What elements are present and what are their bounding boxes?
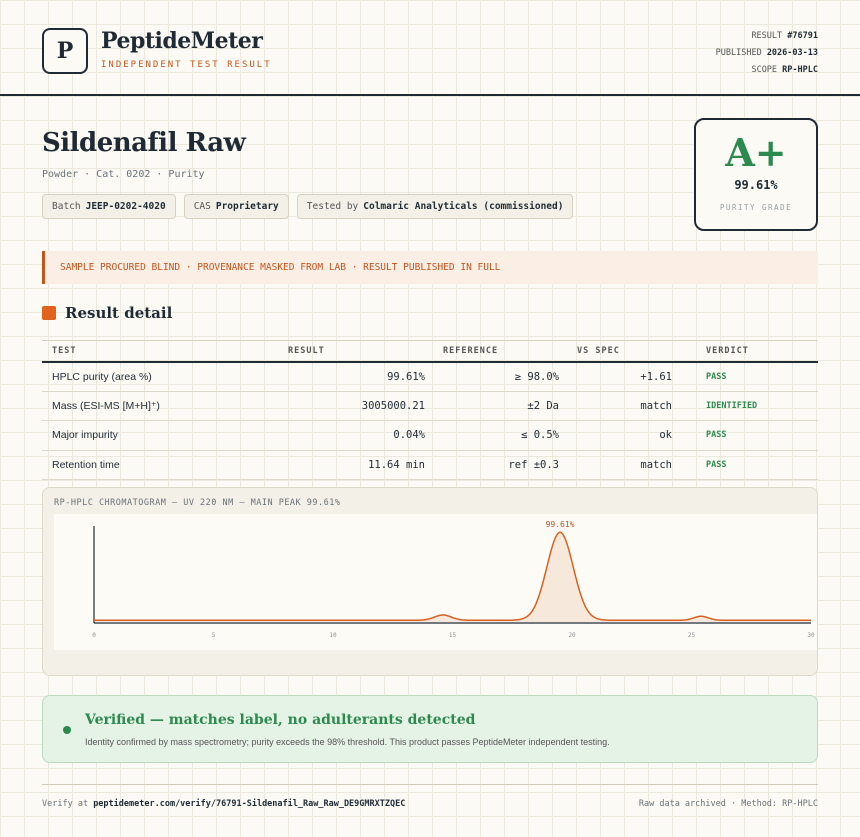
verified-title: Verified — matches label, no adulterants…: [85, 712, 476, 728]
cas-chip: CAS Proprietary: [183, 194, 289, 219]
section-title: Result detail: [65, 304, 173, 322]
verdict-badge: PASS: [672, 361, 818, 392]
logo: P: [42, 28, 88, 74]
col-reference: REFERENCE: [425, 340, 559, 363]
verdict-badge: PASS: [672, 450, 818, 480]
verify-link-line: Verify at peptidemeter.com/verify/76791-…: [42, 799, 406, 809]
chromatogram-line: [94, 531, 811, 621]
chromatogram-plot: 0 5 10 15 20 25 30 99.61%: [54, 514, 817, 650]
result-table: TEST RESULT REFERENCE VS SPEC VERDICT HP…: [42, 340, 818, 480]
verified-banner: Verified — matches label, no adulterants…: [42, 695, 818, 763]
verified-description: Identity confirmed by mass spectrometry;…: [85, 737, 610, 747]
col-vs-spec: VS SPEC: [559, 340, 672, 363]
x-tick-label: 20: [568, 632, 576, 639]
chromatogram-svg: 0 5 10 15 20 25 30 99.61%: [92, 520, 815, 639]
batch-chip: Batch JEEP-0202-4020: [42, 194, 176, 219]
result-meta: RESULT #76791 PUBLISHED 2026-03-13 SCOPE…: [716, 28, 818, 79]
grade-letter: A+: [725, 130, 787, 175]
x-tick-label: 15: [449, 632, 457, 639]
result-id: #76791: [787, 31, 818, 41]
grade-label: PURITY GRADE: [719, 203, 793, 212]
grade-value: 99.61%: [734, 178, 778, 192]
table-row: Retention time 11.64 min ref ±0.3 match …: [42, 450, 818, 480]
chromatogram-fill: [94, 532, 811, 622]
brand-subtitle: INDEPENDENT TEST RESULT: [101, 60, 272, 70]
table-row: Major impurity 0.04% ≤ 0.5% ok PASS: [42, 420, 818, 451]
col-result: RESULT: [282, 340, 425, 363]
main-peak-label: 99.61%: [546, 520, 575, 529]
x-tick-label: 25: [688, 632, 696, 639]
section-marker: [42, 306, 56, 320]
verdict-badge: PASS: [672, 420, 818, 451]
purity-grade-card: A+ 99.61% PURITY GRADE: [694, 118, 818, 231]
published-date: 2026-03-13: [766, 48, 818, 58]
brand-name: PeptideMeter: [101, 28, 263, 54]
table-row: HPLC purity (area %) 99.61% ≥ 98.0% +1.6…: [42, 361, 818, 392]
published-line: PUBLISHED 2026-03-13: [715, 48, 818, 58]
table-header-row: TEST RESULT REFERENCE VS SPEC VERDICT: [42, 340, 818, 363]
footer-divider: [42, 784, 818, 785]
col-verdict: VERDICT: [672, 340, 818, 363]
scope-value: RP-HPLC: [782, 65, 818, 75]
chart-title: RP-HPLC CHROMATOGRAM — UV 220 NM — MAIN …: [54, 498, 341, 508]
scope-line: SCOPE RP-HPLC: [751, 65, 818, 75]
blind-notice: SAMPLE PROCURED BLIND · PROVENANCE MASKE…: [42, 251, 818, 284]
footer-method: Raw data archived · Method: RP-HPLC: [638, 799, 818, 809]
page-header: P PeptideMeter INDEPENDENT TEST RESULT R…: [0, 0, 860, 96]
verify-url[interactable]: peptidemeter.com/verify/76791-Sildenafil…: [93, 799, 406, 809]
tested-by-chip: Tested by Colmaric Analyticals (commissio…: [296, 194, 574, 219]
chromatogram-card: RP-HPLC CHROMATOGRAM — UV 220 NM — MAIN …: [42, 487, 818, 676]
x-tick-label: 0: [92, 632, 96, 639]
table-row: Mass (ESI-MS [M+H]⁺) 3005000.21 ±2 Da ma…: [42, 391, 818, 421]
x-tick-label: 10: [329, 632, 337, 639]
result-id-line: RESULT #76791: [751, 31, 818, 41]
verdict-badge: IDENTIFIED: [672, 391, 818, 421]
product-title: Sildenafil Raw: [42, 128, 246, 158]
x-tick-label: 5: [212, 632, 216, 639]
product-subtitle: Powder · Cat. 0202 · Purity: [42, 169, 205, 180]
verified-dot-icon: [63, 726, 71, 734]
x-tick-label: 30: [807, 632, 815, 639]
product-chips: Batch JEEP-0202-4020 CAS Proprietary Teste…: [42, 194, 574, 219]
col-test: TEST: [42, 340, 282, 363]
